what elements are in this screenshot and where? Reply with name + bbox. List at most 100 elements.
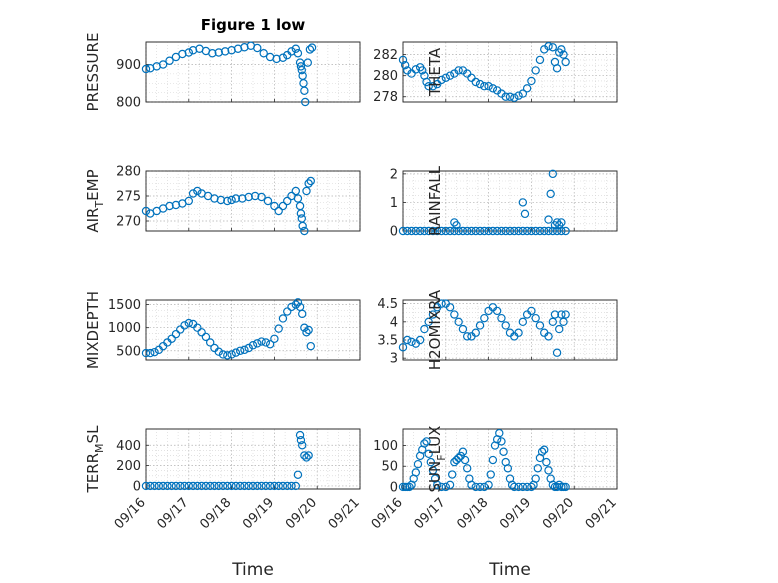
y-tick-label: 1500 — [108, 298, 141, 313]
data-point — [403, 335, 412, 345]
data-point — [197, 328, 206, 337]
y-tick-label: 200 — [116, 459, 141, 474]
data-point — [405, 482, 414, 492]
data-point — [428, 466, 438, 475]
data-point — [437, 75, 446, 85]
data-point — [433, 480, 442, 490]
data-point — [415, 335, 425, 345]
x-tick-label: 09/20 — [540, 495, 577, 532]
data-point — [548, 317, 558, 327]
data-point — [231, 481, 241, 491]
data-point — [510, 482, 519, 492]
data-point — [180, 321, 189, 330]
data-point — [300, 323, 309, 332]
data-point — [184, 196, 193, 206]
y-tick-label: 500 — [116, 344, 141, 359]
data-point — [244, 481, 253, 491]
data-point — [552, 64, 562, 73]
data-point — [305, 45, 315, 54]
data-point — [535, 55, 545, 65]
axes-frame — [145, 170, 361, 232]
data-point — [244, 192, 253, 202]
data-point — [146, 481, 155, 491]
data-point — [210, 481, 219, 491]
data-point — [424, 449, 433, 459]
data-point — [197, 481, 206, 491]
data-point — [214, 481, 223, 491]
x-tick-label: 09/18 — [454, 495, 491, 532]
y-axis-label: RAINFALL — [426, 165, 444, 236]
data-point — [548, 169, 558, 179]
data-point — [146, 348, 155, 358]
data-point — [407, 337, 416, 347]
data-point — [302, 453, 311, 462]
y-axis-label: MIXDEPTH — [84, 291, 102, 369]
y-tick-label: 1000 — [108, 321, 141, 336]
data-point — [411, 226, 421, 236]
data-point — [298, 309, 307, 319]
data-point — [303, 58, 312, 67]
y-axis-label: H2OMIXRA — [426, 289, 444, 370]
data-point — [398, 343, 408, 352]
data-point — [413, 459, 423, 469]
data-point — [165, 201, 174, 211]
data-point — [480, 226, 489, 236]
data-point — [480, 313, 489, 323]
data-point — [527, 306, 536, 316]
data-point — [250, 191, 260, 201]
data-point — [522, 84, 532, 93]
data-point — [141, 481, 151, 491]
data-point — [535, 226, 545, 236]
data-point — [540, 445, 549, 454]
data-point — [180, 481, 189, 491]
data-point — [475, 321, 485, 330]
y-tick-label: 4 — [390, 315, 398, 330]
data-point — [278, 481, 288, 491]
data-point — [298, 221, 307, 231]
subplot-7: 09/16 09/17 09/18 09/19 09/20 09/21 0 200 400 TER… — [84, 425, 363, 580]
subplot-5: 500 1000 1500 MIXDEPTH — [84, 291, 361, 369]
data-point — [426, 457, 436, 467]
data-point — [458, 324, 468, 334]
data-point — [296, 62, 306, 71]
data-point — [531, 313, 540, 323]
data-point — [550, 310, 560, 319]
data-point — [448, 470, 457, 479]
data-point — [505, 92, 515, 101]
data-point — [214, 347, 223, 356]
data-point — [471, 77, 480, 87]
y-tick-label: 275 — [116, 190, 141, 205]
data-point — [300, 451, 309, 460]
data-point — [216, 195, 226, 205]
data-point — [158, 60, 168, 69]
data-point — [503, 464, 513, 473]
data-point — [184, 481, 193, 491]
data-point — [441, 482, 450, 492]
data-point — [415, 226, 425, 236]
data-point — [463, 69, 472, 78]
data-point — [235, 481, 245, 491]
data-point — [240, 345, 249, 355]
data-point — [480, 82, 489, 91]
data-point — [531, 66, 540, 75]
data-point — [418, 66, 427, 75]
data-point — [544, 42, 553, 51]
data-point — [248, 481, 258, 491]
data-point — [518, 89, 528, 98]
data-point — [193, 481, 202, 491]
data-point — [535, 321, 545, 330]
data-point — [278, 201, 288, 211]
data-point — [544, 466, 553, 475]
data-point — [559, 50, 568, 59]
data-point — [422, 77, 431, 87]
y-tick-label: 282 — [373, 48, 398, 63]
data-point — [518, 198, 528, 207]
subplot-3: 270 275 280 AIRTEMP — [84, 165, 361, 236]
data-point — [304, 451, 313, 460]
data-point — [450, 226, 459, 236]
data-point — [518, 226, 528, 236]
data-point — [531, 474, 540, 483]
data-point — [403, 226, 412, 236]
data-point — [193, 323, 202, 332]
